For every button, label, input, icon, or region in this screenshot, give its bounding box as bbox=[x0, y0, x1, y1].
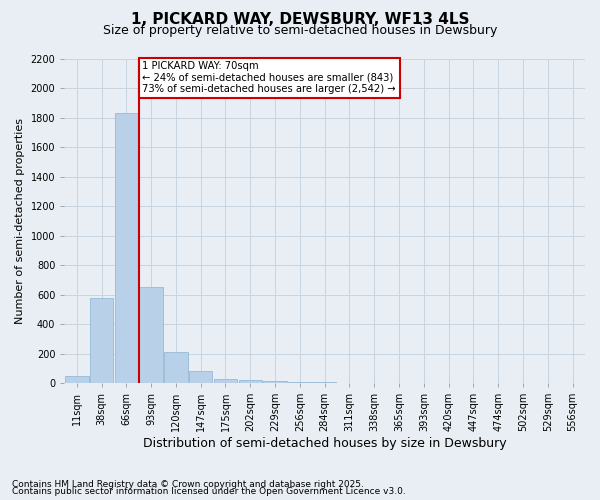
Bar bbox=[239, 380, 262, 383]
X-axis label: Distribution of semi-detached houses by size in Dewsbury: Distribution of semi-detached houses by … bbox=[143, 437, 506, 450]
Text: 1 PICKARD WAY: 70sqm
← 24% of semi-detached houses are smaller (843)
73% of semi: 1 PICKARD WAY: 70sqm ← 24% of semi-detac… bbox=[142, 62, 396, 94]
Text: Size of property relative to semi-detached houses in Dewsbury: Size of property relative to semi-detach… bbox=[103, 24, 497, 37]
Bar bbox=[313, 382, 337, 383]
Text: Contains HM Land Registry data © Crown copyright and database right 2025.: Contains HM Land Registry data © Crown c… bbox=[12, 480, 364, 489]
Bar bbox=[90, 298, 113, 383]
Bar bbox=[189, 372, 212, 383]
Text: 1, PICKARD WAY, DEWSBURY, WF13 4LS: 1, PICKARD WAY, DEWSBURY, WF13 4LS bbox=[131, 12, 469, 28]
Bar bbox=[214, 378, 237, 383]
Bar bbox=[164, 352, 188, 383]
Bar bbox=[65, 376, 89, 383]
Y-axis label: Number of semi-detached properties: Number of semi-detached properties bbox=[15, 118, 25, 324]
Bar bbox=[288, 382, 311, 383]
Bar bbox=[139, 288, 163, 383]
Text: Contains public sector information licensed under the Open Government Licence v3: Contains public sector information licen… bbox=[12, 487, 406, 496]
Bar bbox=[263, 381, 287, 383]
Bar bbox=[115, 114, 138, 383]
